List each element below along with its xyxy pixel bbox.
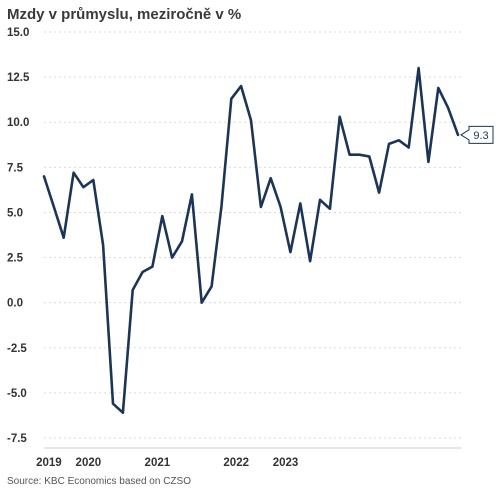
grid-lines <box>44 31 462 449</box>
x-axis-tick-labels: 2019 2020 2021 2022 2023 <box>36 457 298 469</box>
last-value-label: 9.3 <box>473 130 488 142</box>
y-tick-label: 12.5 <box>7 72 30 84</box>
x-tick-label: 2020 <box>76 457 102 469</box>
last-value-callout: 9.3 <box>460 125 494 144</box>
y-tick-label: -5.0 <box>7 388 27 400</box>
source-note: Source: KBC Economics based on CZSO <box>7 476 191 487</box>
y-tick-label: 2.5 <box>7 253 24 265</box>
y-tick-label: 10.0 <box>7 117 29 129</box>
y-tick-label: 15.0 <box>7 27 29 39</box>
y-tick-label: -2.5 <box>7 343 27 355</box>
last-value-callout-box <box>460 125 494 144</box>
x-tick-label: 2023 <box>273 457 299 469</box>
y-axis-tick-labels: 15.0 12.5 10.0 7.5 5.0 2.5 0.0 -2.5 -5.0 -7.5 <box>7 27 30 445</box>
y-tick-label: -7.5 <box>7 433 27 445</box>
chart-title: Mzdy v průmyslu, meziročně v % <box>7 6 242 23</box>
y-tick-label: 0.0 <box>7 298 23 310</box>
x-tick-label: 2019 <box>36 457 62 469</box>
x-tick-label: 2022 <box>223 457 249 469</box>
y-tick-label: 5.0 <box>7 207 23 219</box>
series-line <box>42 66 460 414</box>
y-tick-label: 7.5 <box>7 162 24 174</box>
x-tick-label: 2021 <box>145 457 171 469</box>
